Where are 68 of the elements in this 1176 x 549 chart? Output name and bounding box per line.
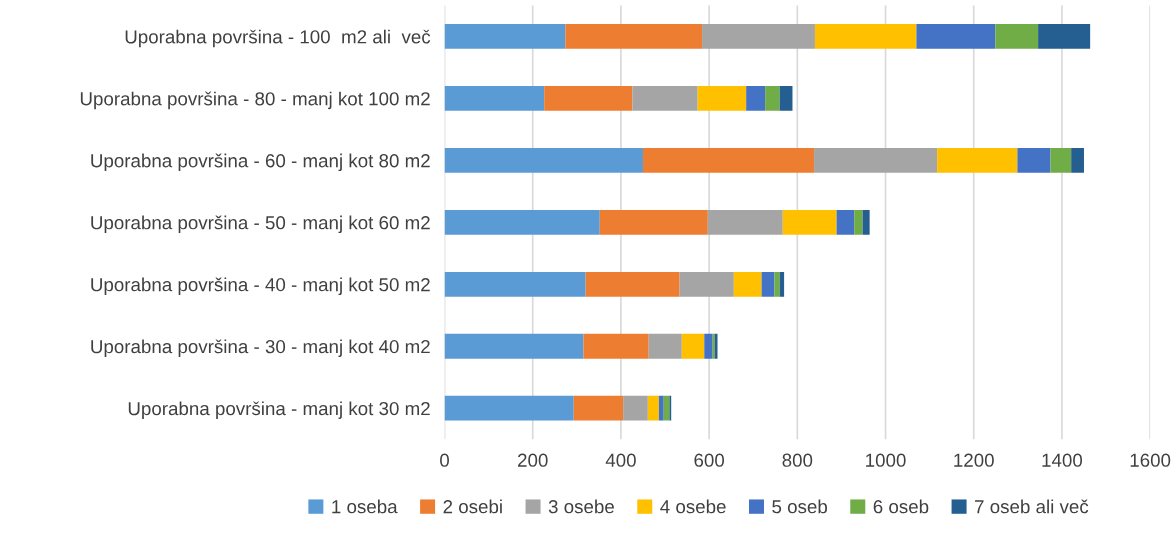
bar [1071,147,1084,173]
x-tick-label: 1200 [954,453,994,467]
bar [623,395,648,421]
x-tick-label: 1000 [866,453,906,467]
x-tick-label: 400 [605,453,636,467]
y-tick-label: Uporabna površina - 60 - manj kot 80 m2 [91,153,430,172]
legend-label: 1 oseba [332,499,398,514]
bar [704,333,713,359]
bar [444,271,586,297]
bar [916,24,996,49]
bar [648,333,682,359]
bar [854,209,863,235]
bar [761,271,775,297]
bar [647,395,659,421]
legend-label: 3 osebe [548,499,614,514]
x-tick-label: 600 [694,453,725,467]
bar [658,395,664,421]
bar [937,147,1018,173]
y-tick-label: Uporabna površina - 30 - manj kot 40 m2 [91,339,430,357]
bar [836,209,855,235]
x-tick-label: 1400 [1042,453,1083,467]
bar [782,209,837,235]
bar [565,24,703,49]
bar [681,333,705,359]
y-tick-label: Uporabna površina - 80 - manj kot 100 m2 [80,91,430,110]
bar [779,271,785,297]
y-tick-label: Uporabna površina - 40 - manj kot 50 m2 [91,277,430,296]
bar [1038,24,1091,49]
y-tick-label: Uporabna površina - manj kot 30 m2 [128,401,430,419]
bar [702,24,815,49]
legend-label: 4 osebe [660,499,726,514]
bar [995,24,1039,49]
legend-label: 7 oseb ali več [975,499,1089,514]
legend-label: 5 oseb [772,499,827,514]
bar [444,209,600,235]
y-tick-label: Uporabna površina - 100 m2 ali več [125,29,431,48]
bar [642,147,815,173]
bar [814,24,917,49]
bar [1050,147,1072,173]
legend-label: 2 osebi [443,499,502,514]
y-tick-label: Uporabna površina - 50 - manj kot 60 m2 [91,215,430,234]
bar [814,147,938,173]
legend-label: 6 oseb [873,499,929,514]
bar [862,209,870,235]
bar [599,209,708,235]
x-tick-label: 0 [440,453,450,467]
bar [444,86,545,111]
bar [585,271,680,297]
bar [632,86,698,111]
bar [765,86,780,111]
bar [573,395,624,421]
bar [444,333,584,359]
bar [1017,147,1051,173]
x-tick-label: 800 [782,453,813,467]
x-tick-label: 200 [518,453,548,467]
bar [697,86,747,111]
bar [444,395,574,421]
bar [779,86,793,111]
bar [679,271,734,297]
bar [583,333,649,359]
bar [746,86,766,111]
bar [444,147,643,173]
bar [544,86,633,111]
bar [733,271,762,297]
bar [707,209,783,235]
bar [444,24,566,49]
x-tick-label: 1600 [1130,453,1171,467]
bar [774,271,780,297]
